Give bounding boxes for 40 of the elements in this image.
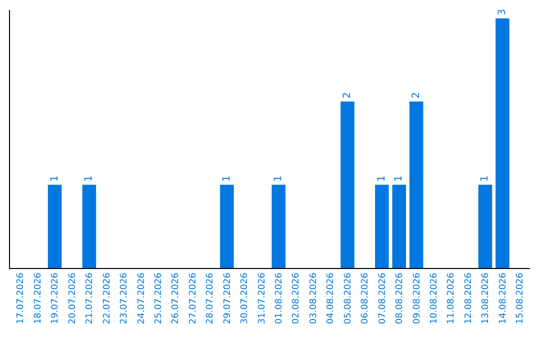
x-tick-label: 08.08.2026	[395, 272, 406, 324]
data-label: 1	[394, 175, 405, 182]
x-tick-label: 17.07.2026	[16, 272, 26, 324]
data-label: 2	[342, 92, 353, 99]
x-tick-label: 15.08.2026	[516, 272, 526, 324]
x-tick-label: 07.08.2026	[378, 272, 388, 324]
x-tick-label: 25.07.2026	[154, 272, 164, 324]
x-tick-label: 23.07.2026	[120, 272, 130, 324]
data-label: 1	[376, 175, 388, 182]
x-tick-label: 11.08.2026	[446, 272, 457, 324]
x-tick-label: 31.07.2026	[257, 272, 268, 324]
x-tick-label: 01.08.2026	[274, 272, 285, 324]
x-tick-label: 21.07.2026	[85, 272, 96, 324]
x-tick-label: 10.08.2026	[430, 272, 440, 324]
x-tick-label: 22.07.2026	[102, 272, 112, 324]
x-tick-label: 06.08.2026	[360, 272, 371, 324]
x-tick-label: 24.07.2026	[136, 272, 147, 324]
x-tick-label: 14.08.2026	[498, 272, 508, 324]
x-tick-label: 09.08.2026	[412, 272, 422, 324]
data-label: 1	[480, 175, 491, 182]
x-tick-label: 20.07.2026	[68, 272, 78, 324]
x-tick-label: 04.08.2026	[326, 272, 336, 324]
data-label: 1	[273, 175, 284, 182]
x-tick-label: 12.08.2026	[464, 272, 474, 324]
data-label: 1	[84, 175, 95, 182]
x-tick-label: 26.07.2026	[171, 272, 182, 324]
x-tick-label: 29.07.2026	[222, 272, 233, 324]
x-tick-label: 02.08.2026	[292, 272, 302, 324]
x-tick-label: 18.07.2026	[33, 272, 44, 324]
x-tick-label: 30.07.2026	[240, 272, 250, 324]
data-label: 3	[496, 8, 508, 16]
data-label: 1	[221, 175, 232, 182]
data-label: 2	[410, 92, 422, 99]
x-tick-label: 13.08.2026	[481, 272, 492, 324]
x-tick-label: 05.08.2026	[343, 272, 354, 324]
x-tick-label: 03.08.2026	[308, 272, 319, 324]
data-label: 1	[49, 175, 60, 182]
x-tick-label: 27.07.2026	[188, 272, 198, 324]
x-tick-label: 19.07.2026	[50, 272, 61, 324]
x-tick-label: 28.07.2026	[206, 272, 216, 324]
